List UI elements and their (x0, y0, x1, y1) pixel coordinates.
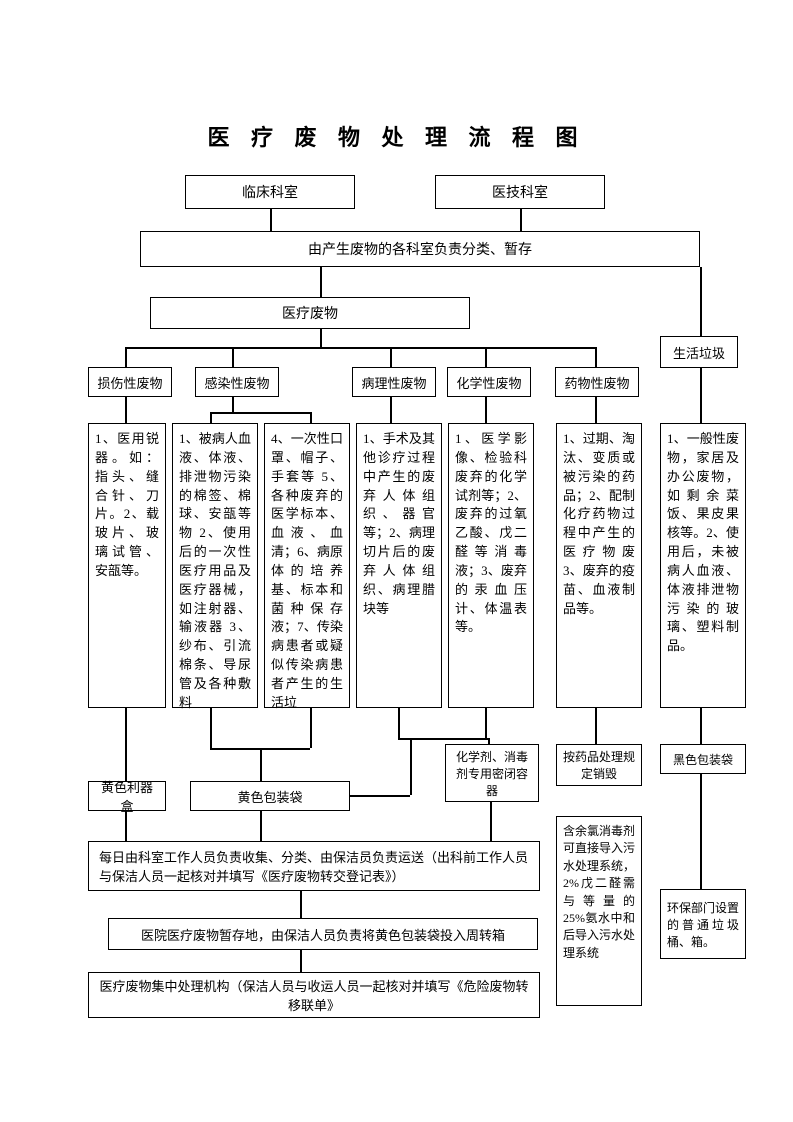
label: 环保部门设置的普通垃圾桶、箱。 (667, 899, 739, 950)
cat-injury: 损伤性废物 (88, 367, 172, 397)
detail-pharmaceutical: 1、过期、淘汰、变质或被污染的药品；2、配制化疗药物过程中产生的医疗物废 3、废… (556, 423, 642, 708)
cat-pathological: 病理性废物 (352, 367, 436, 397)
label: 化学剂、消毒剂专用密闭容器 (452, 748, 532, 799)
node-collect: 每日由科室工作人员负责收集、分类、由保洁员负责运送（出科前工作人员与保洁人员一起… (88, 841, 540, 891)
detail-injury: 1、医用锐器。如：指头、缝合针、刀片。2、载玻片、玻璃试管、安瓿等。 (88, 423, 166, 708)
detail-infectious-a: 1、被病人血液、体液、排泄物污染的棉签、棉球、安瓿等物 2、使用后的一次性医疗用… (172, 423, 258, 708)
label: 医院医疗废物暂存地，由保洁人员负责将黄色包装袋投入周转箱 (141, 925, 505, 944)
node-chem-container: 化学剂、消毒剂专用密闭容器 (445, 744, 539, 802)
cat-infectious: 感染性废物 (195, 367, 279, 397)
detail-chemical: 1、医学影像、检验科废弃的化学试剂等；2、废弃的过氧乙酸、戊二醛等消毒液；3、废… (448, 423, 534, 708)
label: 医疗废物 (282, 303, 338, 323)
cat-pharmaceutical: 药物性废物 (555, 367, 639, 397)
label: 医技科室 (492, 182, 548, 202)
node-chlorine: 含余氯消毒剂可直接导入污水处理系统，2%戊二醛需与等量的 25%氨水中和后导入污… (556, 816, 642, 1006)
label: 感染性废物 (204, 373, 269, 392)
node-black-bag: 黑色包装袋 (660, 744, 746, 774)
node-storage: 医院医疗废物暂存地，由保洁人员负责将黄色包装袋投入周转箱 (108, 918, 538, 950)
label: 由产生废物的各科室负责分类、暂存 (308, 239, 532, 259)
node-medical-waste: 医疗废物 (150, 297, 470, 329)
label: 黄色利器盒 (95, 777, 159, 815)
cat-chemical: 化学性废物 (447, 367, 531, 397)
label: 每日由科室工作人员负责收集、分类、由保洁员负责运送（出科前工作人员与保洁人员一起… (99, 847, 529, 885)
label: 药物性废物 (564, 373, 629, 392)
node-clinical: 临床科室 (185, 175, 355, 209)
label: 临床科室 (242, 182, 298, 202)
page-title: 医 疗 废 物 处 理 流 程 图 (0, 120, 793, 152)
label: 化学性废物 (456, 373, 521, 392)
label: 黑色包装袋 (673, 751, 733, 768)
label: 生活垃圾 (673, 343, 725, 362)
label: 黄色包装袋 (237, 787, 302, 806)
label: 按药品处理规定销毁 (563, 748, 635, 782)
node-medtech: 医技科室 (435, 175, 605, 209)
detail-pathological: 1、手术及其他诊疗过程中产生的废弃人体组织、器官等；2、病理切片后的废弃人体组织… (356, 423, 442, 708)
node-classify: 由产生废物的各科室负责分类、暂存 (140, 231, 700, 267)
node-sharps-box: 黄色利器盒 (88, 781, 166, 811)
label: 损伤性废物 (97, 373, 162, 392)
node-domestic-waste: 生活垃圾 (660, 336, 738, 368)
node-yellow-bag: 黄色包装袋 (190, 781, 350, 811)
detail-infectious-b: 4、一次性口罩、帽子、手套等 5、各种废弃的医学标本、血液、血清；6、病原体的培… (264, 423, 350, 708)
detail-domestic: 1、一般性废物，家居及办公废物，如剩余菜饭、果皮果核等。2、使用后，未被病人血液… (660, 423, 746, 708)
label: 病理性废物 (361, 373, 426, 392)
node-final: 医疗废物集中处理机构（保洁人员与收运人员一起核对并填写《危险废物转移联单》 (88, 972, 540, 1018)
label: 医疗废物集中处理机构（保洁人员与收运人员一起核对并填写《危险废物转移联单》 (95, 976, 533, 1014)
node-env-bin: 环保部门设置的普通垃圾桶、箱。 (660, 889, 746, 959)
node-drug-destroy: 按药品处理规定销毁 (556, 744, 642, 786)
